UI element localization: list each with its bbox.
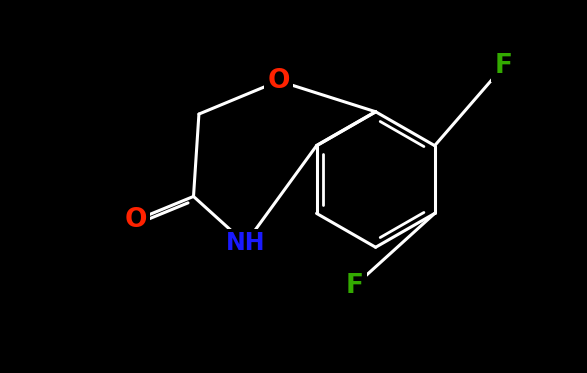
Text: NH: NH (225, 231, 265, 256)
Text: F: F (494, 53, 512, 79)
Text: O: O (268, 68, 290, 94)
Text: F: F (346, 273, 364, 299)
Text: O: O (124, 207, 147, 233)
